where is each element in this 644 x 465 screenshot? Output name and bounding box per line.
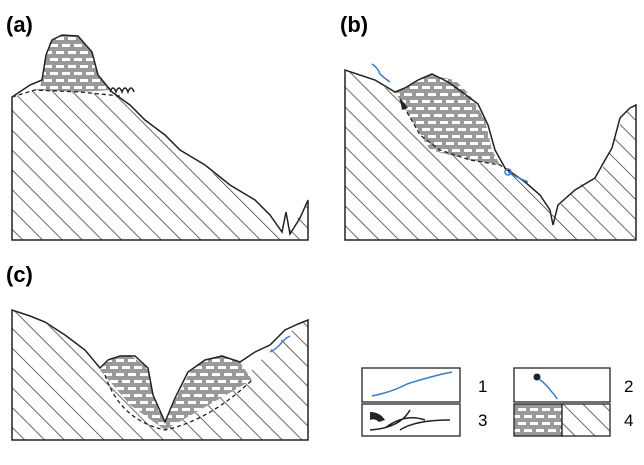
- legend: 1 2 3 4: [362, 368, 633, 436]
- legend-number: 3: [478, 411, 487, 430]
- panel-c: (c): [6, 262, 308, 440]
- panel-label: (a): [6, 12, 33, 37]
- panel-a: (a): [6, 12, 308, 240]
- panel-b: (b): [340, 12, 636, 240]
- legend-number: 4: [624, 411, 633, 430]
- panel-label: (b): [340, 12, 368, 37]
- legend-number: 1: [478, 377, 487, 396]
- diagram: (a) (b) (c) 1 2 3: [0, 0, 644, 465]
- legend-number: 2: [624, 377, 633, 396]
- panel-label: (c): [6, 262, 33, 287]
